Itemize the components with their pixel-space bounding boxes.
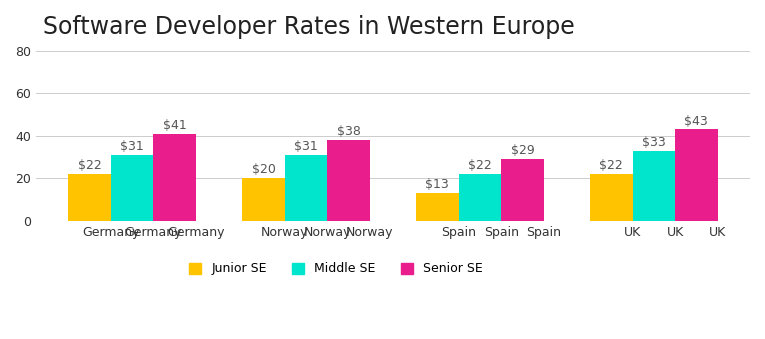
Bar <box>590 174 633 221</box>
Bar <box>153 134 196 221</box>
Bar <box>675 129 718 221</box>
Text: $13: $13 <box>425 178 449 191</box>
Text: Software Developer Rates in Western Europe: Software Developer Rates in Western Euro… <box>43 15 575 39</box>
Text: $43: $43 <box>685 115 708 127</box>
Text: $33: $33 <box>642 136 666 149</box>
Bar <box>68 174 111 221</box>
Text: $20: $20 <box>252 163 275 177</box>
Text: $38: $38 <box>337 125 360 138</box>
Text: $29: $29 <box>510 144 534 157</box>
Bar <box>243 178 285 221</box>
Bar <box>416 193 459 221</box>
Text: $22: $22 <box>468 159 492 172</box>
Text: $41: $41 <box>163 119 187 132</box>
Text: $31: $31 <box>120 140 144 153</box>
Bar <box>285 155 327 221</box>
Bar <box>327 140 369 221</box>
Text: $31: $31 <box>294 140 317 153</box>
Bar <box>501 159 544 221</box>
Bar <box>111 155 153 221</box>
Bar <box>633 151 675 221</box>
Text: $22: $22 <box>600 159 623 172</box>
Legend: Junior SE, Middle SE, Senior SE: Junior SE, Middle SE, Senior SE <box>184 258 488 280</box>
Text: $22: $22 <box>78 159 102 172</box>
Bar <box>459 174 501 221</box>
